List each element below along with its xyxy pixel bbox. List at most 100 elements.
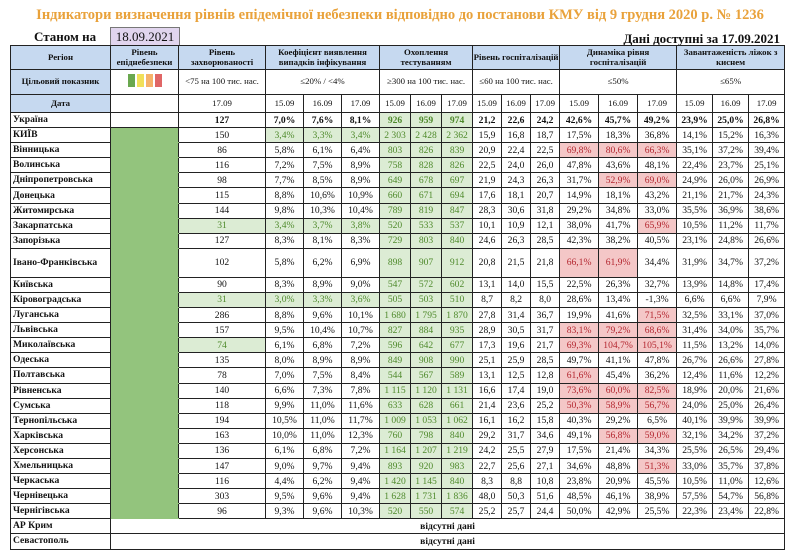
- incidence-value: 135: [178, 352, 266, 369]
- dynamics-value: 60,0%: [598, 382, 639, 399]
- hospital-value: 50,3: [501, 488, 532, 505]
- beds-value: 11,7%: [748, 217, 786, 234]
- beds-value: 11,6%: [712, 367, 750, 384]
- beds-value: 7,9%: [748, 291, 786, 309]
- dynamics-value: 79,2%: [598, 322, 639, 339]
- dynamics-value: 34,8%: [598, 202, 639, 219]
- date-cell: 16.09: [410, 94, 443, 113]
- epidemic-level-cell: [110, 382, 179, 399]
- region-name: Севастополь: [10, 533, 111, 550]
- detection-value: 11,0%: [303, 397, 342, 414]
- beds-value: 11,2%: [712, 217, 750, 234]
- date-cell: 15.09: [559, 94, 600, 113]
- testing-value: 677: [441, 337, 474, 354]
- detection-value: 9,0%: [265, 457, 304, 475]
- dynamics-value: 48,1%: [637, 157, 678, 174]
- beds-value: 57,5%: [676, 488, 714, 505]
- level-swatch: [145, 74, 153, 88]
- dynamics-value: 14,9%: [559, 187, 600, 204]
- testing-value: 828: [410, 157, 443, 174]
- table-row: Закарпатська 31 3,4% 3,7% 3,8% 520 533 537 10,1 1…: [10, 217, 786, 234]
- dynamics-value: 48,5%: [559, 488, 600, 505]
- testing-value: 589: [441, 367, 474, 384]
- beds-value: 37,2%: [748, 427, 786, 444]
- hospital-value: 10,8: [530, 473, 561, 490]
- dynamics-value: 22,5%: [559, 276, 600, 293]
- region-name: Дніпропетровська: [10, 172, 111, 189]
- level-swatch: [154, 74, 162, 88]
- detection-value: 6,1%: [303, 142, 342, 159]
- table-row: Луганська 286 8,8% 9,6% 10,1% 1 680 1 795 1 870…: [10, 307, 786, 324]
- beds-value: 20,0%: [712, 382, 750, 399]
- incidence-value: 127: [178, 111, 266, 129]
- hospital-value: 25,1: [472, 352, 503, 369]
- beds-value: 25,5%: [676, 442, 714, 459]
- dynamics-value: 25,5%: [637, 503, 678, 520]
- testing-value: 898: [379, 247, 412, 278]
- beds-value: 21,6%: [748, 382, 786, 399]
- detection-value: 9,6%: [303, 503, 342, 520]
- hospital-value: 17,4: [501, 382, 532, 399]
- hospital-value: 22,5: [472, 157, 503, 174]
- hospital-value: 26,3: [501, 232, 532, 249]
- testing-value: 819: [410, 202, 443, 219]
- dynamics-value: 69,8%: [559, 142, 600, 159]
- testing-value: 1 219: [441, 442, 474, 459]
- hospital-value: 20,7: [530, 187, 561, 204]
- testing-value: 840: [441, 232, 474, 249]
- detection-value: 3,3%: [303, 127, 342, 144]
- detection-value: 10,1%: [340, 307, 381, 324]
- epidemic-level-cell: [110, 352, 179, 369]
- target-label: Цільовий показник: [10, 69, 111, 95]
- hospital-value: 20,8: [472, 247, 503, 278]
- detection-value: 10,6%: [303, 187, 342, 204]
- level-swatch: [136, 74, 144, 88]
- hospital-value: 8,2: [501, 291, 532, 309]
- testing-value: 840: [441, 427, 474, 444]
- hospital-value: 25,9: [501, 352, 532, 369]
- dynamics-value: 34,3%: [637, 442, 678, 459]
- testing-value: 503: [410, 291, 443, 309]
- table-row: Дніпропетровська 98 7,7% 8,5% 8,9% 649 678 697 2…: [10, 172, 786, 189]
- testing-value: 520: [379, 217, 412, 234]
- table-row: Полтавська 78 7,0% 7,5% 8,4% 544 567 589 13,1 12,…: [10, 367, 786, 384]
- date-cell: 15.09: [472, 94, 503, 113]
- region-name: Херсонська: [10, 442, 111, 459]
- hospital-value: 25,7: [501, 503, 532, 520]
- epidemic-level-cell: [110, 172, 179, 189]
- hospital-value: 27,9: [530, 442, 561, 459]
- hospital-value: 10,1: [472, 217, 503, 234]
- testing-value: 884: [410, 322, 443, 339]
- dynamics-value: 42,6%: [559, 111, 600, 129]
- detection-value: 6,1%: [265, 337, 304, 354]
- dynamics-value: 41,6%: [598, 307, 639, 324]
- incidence-value: 98: [178, 172, 266, 189]
- table-row: Кіровоградська 31 3,0% 3,3% 3,6% 505 503 510 8,7…: [10, 291, 786, 309]
- region-name: Харківська: [10, 427, 111, 444]
- detection-value: 6,4%: [340, 142, 381, 159]
- region-name: Київська: [10, 276, 111, 293]
- beds-value: 6,6%: [712, 291, 750, 309]
- table-row: Севастополь відсутні дані: [10, 533, 786, 550]
- region-name: Чернігівська: [10, 503, 111, 520]
- hospital-value: 22,6: [501, 111, 532, 129]
- dynamics-value: 42,9%: [598, 503, 639, 520]
- as-of-label: Станом на: [34, 29, 97, 44]
- testing-value: 990: [441, 352, 474, 369]
- beds-value: 14,1%: [676, 127, 714, 144]
- epidemic-level-cell: [110, 322, 179, 339]
- testing-value: 789: [379, 202, 412, 219]
- hospital-value: 28,9: [472, 322, 503, 339]
- hospital-value: 29,2: [472, 427, 503, 444]
- dynamics-value: 59,0%: [637, 427, 678, 444]
- testing-value: 1 062: [441, 412, 474, 429]
- beds-value: 22,8%: [748, 503, 786, 520]
- hospital-value: 31,4: [501, 307, 532, 324]
- region-name: Миколаївська: [10, 337, 111, 354]
- beds-value: 15,2%: [712, 127, 750, 144]
- detection-value: 8,3%: [265, 232, 304, 249]
- detection-value: 8,1%: [340, 111, 381, 129]
- testing-value: 694: [441, 187, 474, 204]
- testing-value: 760: [379, 427, 412, 444]
- dynamics-value: 17,5%: [559, 442, 600, 459]
